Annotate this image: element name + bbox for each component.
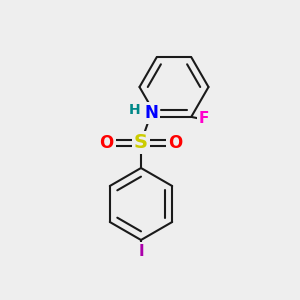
Text: H: H <box>129 103 141 117</box>
Text: N: N <box>145 103 158 122</box>
Text: I: I <box>138 244 144 259</box>
Text: O: O <box>168 134 183 152</box>
Text: O: O <box>99 134 114 152</box>
Text: S: S <box>134 133 148 152</box>
Text: F: F <box>199 111 209 126</box>
